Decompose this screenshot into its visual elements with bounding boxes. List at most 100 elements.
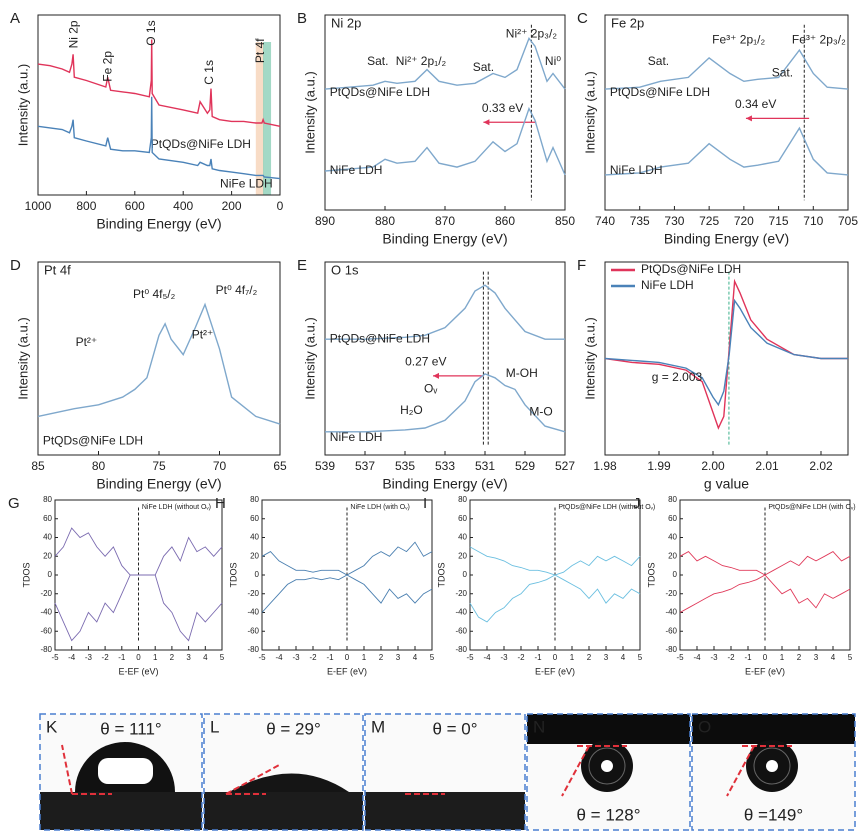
panel-label: C — [577, 10, 588, 27]
series-label: NiFe LDH — [220, 176, 273, 190]
panel-subtitle: NiFe LDH (with Oᵥ) — [350, 504, 409, 511]
series-line — [469, 574, 641, 623]
y-tick-label: -80 — [40, 645, 52, 654]
panel-subtitle: PtQDs@NiFe LDH (with Oᵥ) — [768, 504, 855, 511]
y-axis-label: Intensity (a.u.) — [582, 71, 597, 153]
x-tick-label: -5 — [466, 653, 474, 662]
annotation: 0.34 eV — [735, 97, 776, 111]
highlight — [98, 758, 153, 784]
x-tick-label: 5 — [430, 653, 435, 662]
y-axis-label: Intensity (a.u.) — [582, 317, 597, 399]
annotation: Pt⁰ 4f₅/₂ — [133, 287, 176, 301]
photo-frame — [691, 713, 856, 831]
y-tick-label: -20 — [455, 589, 467, 598]
series-line — [604, 126, 849, 176]
y-tick-label: 0 — [48, 570, 53, 579]
y-axis-label: Intensity (a.u.) — [302, 317, 317, 399]
y-tick-label: 20 — [250, 551, 259, 560]
annotation: Sat. — [648, 54, 669, 68]
x-tick-label: 5 — [220, 653, 225, 662]
x-axis-label: E-EF (eV) — [327, 666, 367, 676]
droplet-ring — [588, 747, 626, 785]
series-label: NiFe LDH — [330, 163, 383, 177]
substrate — [692, 714, 855, 744]
annotation: Fe 2p — [100, 51, 114, 82]
photo-frame — [526, 713, 691, 831]
annotation: Sat. — [473, 60, 494, 74]
photo-caption: θ = 111° — [100, 719, 161, 738]
x-tick-label: 2 — [170, 653, 175, 662]
x-tick-label: -1 — [118, 653, 126, 662]
series-line — [261, 574, 433, 613]
series-label: NiFe LDH — [610, 163, 663, 177]
y-tick-label: 80 — [250, 495, 259, 504]
x-tick-label: 725 — [699, 214, 719, 228]
x-tick-label: 0 — [277, 199, 284, 213]
y-tick-label: -40 — [247, 608, 259, 617]
panel-label: N — [533, 717, 545, 736]
x-tick-label: 3 — [814, 653, 819, 662]
panel-subtitle: Ni 2p — [331, 15, 361, 30]
annotation: M-O — [529, 405, 552, 419]
y-tick-label: 0 — [673, 570, 678, 579]
x-tick-label: 600 — [125, 199, 145, 213]
photo-caption: θ =149° — [744, 805, 803, 824]
y-tick-label: 20 — [43, 551, 52, 560]
annotation: 0.33 eV — [482, 101, 523, 115]
x-tick-label: -4 — [693, 653, 701, 662]
panel-label: O — [698, 717, 711, 736]
substrate — [204, 792, 363, 830]
substrate — [527, 714, 690, 744]
x-tick-label: 1.98 — [593, 459, 617, 473]
photo: θ = 29° L — [203, 713, 364, 831]
series-line — [604, 298, 848, 407]
series-line — [469, 546, 641, 576]
x-tick-label: 710 — [803, 214, 823, 228]
panel-subtitle: PtQDs@NiFe LDH (without Oᵥ) — [558, 504, 655, 511]
y-tick-label: 80 — [458, 495, 467, 504]
x-tick-label: 0 — [553, 653, 558, 662]
x-tick-label: 200 — [222, 199, 242, 213]
panel-label: G — [8, 495, 20, 512]
arrow-head — [433, 372, 439, 379]
x-tick-label: -2 — [727, 653, 735, 662]
y-axis-label: TDOS — [21, 562, 31, 587]
x-tick-label: 2.02 — [809, 459, 833, 473]
x-tick-label: 2.01 — [755, 459, 779, 473]
substrate — [40, 792, 202, 830]
annotation: Ni²⁺ 2p₁/₂ — [396, 54, 447, 68]
panel: 890 880 870 860 850 Binding Energy (eV) Intens… — [297, 10, 575, 247]
annotation: Pt 4f — [253, 38, 267, 63]
panel-label: F — [577, 257, 586, 274]
x-tick-label: 535 — [395, 459, 415, 473]
angle-line — [726, 745, 755, 797]
y-tick-label: -20 — [665, 589, 677, 598]
x-tick-label: 4 — [413, 653, 418, 662]
x-tick-label: 730 — [664, 214, 684, 228]
annotation: Pt²⁺ — [76, 335, 98, 349]
photo-caption: θ = 0° — [432, 719, 477, 738]
plot-frame — [324, 14, 566, 211]
x-tick-label: 860 — [495, 214, 515, 228]
x-axis-label: Binding Energy (eV) — [382, 231, 507, 247]
x-tick-label: 4 — [203, 653, 208, 662]
photo: θ = 111° K — [39, 713, 203, 831]
annotation: Fe³⁺ 2p₁/₂ — [712, 33, 765, 47]
x-tick-label: 400 — [173, 199, 193, 213]
y-tick-label: -20 — [247, 589, 259, 598]
panel: 539 537 535 533 531 529 527 Binding Energy (eV)… — [297, 257, 575, 492]
y-tick-label: 60 — [668, 514, 677, 523]
x-tick-label: 3 — [186, 653, 191, 662]
x-axis-label: Binding Energy (eV) — [96, 216, 221, 232]
series-label: PtQDs@NiFe LDH — [610, 85, 710, 99]
panel: -5 -4 -3 -2 -1 0 1 2 3 4 5 -80 -60 -40 -20 0 20 40 60 80 E-E… — [215, 495, 435, 676]
y-tick-label: -40 — [665, 608, 677, 617]
series-label: PtQDs@NiFe LDH — [151, 137, 251, 151]
x-tick-label: -1 — [326, 653, 334, 662]
x-tick-label: 1.99 — [647, 459, 671, 473]
shade — [263, 42, 272, 195]
y-tick-label: 80 — [43, 495, 52, 504]
x-tick-label: 1 — [362, 653, 367, 662]
x-tick-label: -2 — [309, 653, 317, 662]
